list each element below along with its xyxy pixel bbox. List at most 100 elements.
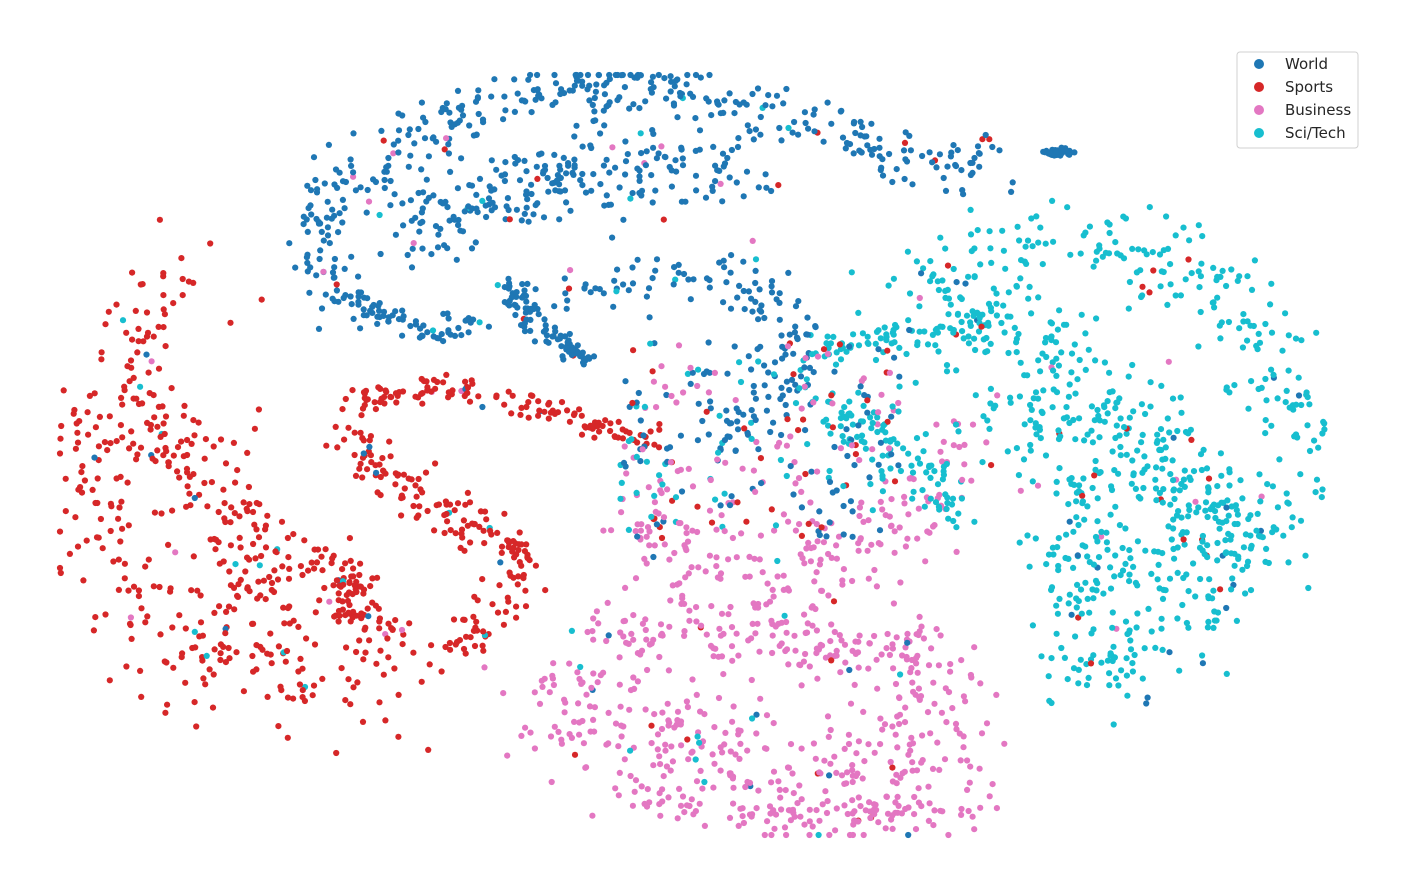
point-world: [637, 72, 645, 79]
point-sports: [165, 541, 172, 549]
point-sports: [284, 694, 292, 701]
point-business: [662, 741, 669, 748]
point-world: [653, 155, 661, 162]
point-sports: [350, 684, 357, 691]
point-world: [407, 152, 414, 159]
point-world: [692, 115, 699, 122]
point-sports: [376, 625, 383, 632]
point-scitech: [1086, 559, 1093, 566]
point-scitech: [1126, 578, 1133, 585]
point-sports: [101, 439, 108, 446]
point-scitech: [1100, 590, 1107, 597]
point-business: [826, 831, 833, 839]
legend: World Sports Business Sci/Tech: [1236, 51, 1359, 149]
point-scitech: [1313, 476, 1321, 483]
point-business: [656, 653, 663, 661]
point-business: [792, 527, 800, 534]
point-sports: [460, 645, 468, 653]
point-business: [852, 772, 860, 780]
point-business: [783, 629, 790, 636]
point-world: [512, 311, 519, 319]
point-world: [826, 772, 833, 779]
point-scitech: [1179, 601, 1186, 609]
point-world: [720, 109, 727, 116]
point-sports: [615, 418, 622, 425]
point-sports: [162, 413, 170, 420]
point-world: [367, 307, 374, 314]
point-scitech: [993, 290, 1000, 297]
point-world: [918, 270, 925, 277]
point-sports: [128, 428, 135, 435]
point-scitech: [906, 290, 914, 297]
point-world: [801, 364, 808, 371]
point-scitech: [1054, 326, 1061, 333]
point-business: [681, 542, 688, 549]
point-sports: [221, 515, 228, 522]
point-business: [785, 518, 792, 525]
point-business: [693, 604, 700, 611]
point-business: [768, 831, 775, 839]
point-world: [650, 84, 657, 91]
point-world: [752, 126, 760, 133]
point-business: [810, 740, 818, 747]
point-sports: [135, 593, 142, 600]
point-scitech: [1195, 343, 1202, 350]
point-world: [649, 275, 656, 282]
point-business: [957, 757, 964, 764]
point-business: [889, 825, 896, 833]
point-scitech: [1109, 624, 1116, 631]
point-scitech: [1027, 441, 1034, 449]
point-sports: [500, 621, 507, 628]
point-business: [580, 740, 588, 747]
point-business: [833, 542, 840, 549]
point-scitech: [1115, 470, 1122, 477]
point-sports: [66, 550, 73, 558]
point-scitech: [1122, 560, 1129, 568]
point-world: [728, 146, 736, 154]
point-scitech: [1172, 292, 1179, 299]
point-world: [653, 256, 661, 263]
point-world: [419, 218, 426, 225]
point-scitech: [896, 383, 903, 390]
point-business: [728, 643, 736, 650]
point-scitech: [737, 378, 745, 386]
point-world: [802, 119, 809, 127]
point-business: [783, 646, 791, 653]
point-scitech: [1106, 369, 1113, 376]
point-scitech: [1071, 481, 1078, 488]
point-sports: [805, 520, 812, 528]
point-scitech: [1170, 477, 1177, 484]
point-business: [851, 681, 858, 689]
point-scitech: [1231, 382, 1238, 389]
point-business: [886, 651, 894, 659]
point-sports: [399, 388, 407, 395]
point-scitech: [1074, 376, 1081, 383]
point-world: [357, 184, 364, 191]
point-sports: [565, 285, 573, 292]
point-sports: [508, 410, 515, 417]
point-world: [867, 146, 874, 153]
point-world: [600, 290, 607, 297]
point-business: [550, 681, 558, 689]
point-business: [950, 442, 957, 449]
point-world: [516, 177, 524, 184]
point-world: [404, 251, 411, 259]
point-sports: [162, 343, 169, 350]
point-sports: [445, 394, 452, 401]
point-world: [527, 71, 534, 79]
point-scitech: [879, 475, 886, 482]
point-scitech: [988, 259, 995, 266]
point-world: [370, 301, 377, 309]
point-scitech: [684, 370, 692, 377]
point-sports: [1091, 472, 1098, 479]
point-business: [882, 825, 889, 832]
point-sports: [312, 609, 319, 616]
point-scitech: [1097, 469, 1104, 476]
point-world: [762, 102, 769, 109]
point-world: [524, 196, 531, 203]
point-scitech: [953, 367, 960, 374]
point-business: [642, 706, 649, 713]
point-sports: [351, 429, 358, 436]
point-scitech: [1320, 418, 1327, 425]
point-sports: [460, 616, 467, 623]
